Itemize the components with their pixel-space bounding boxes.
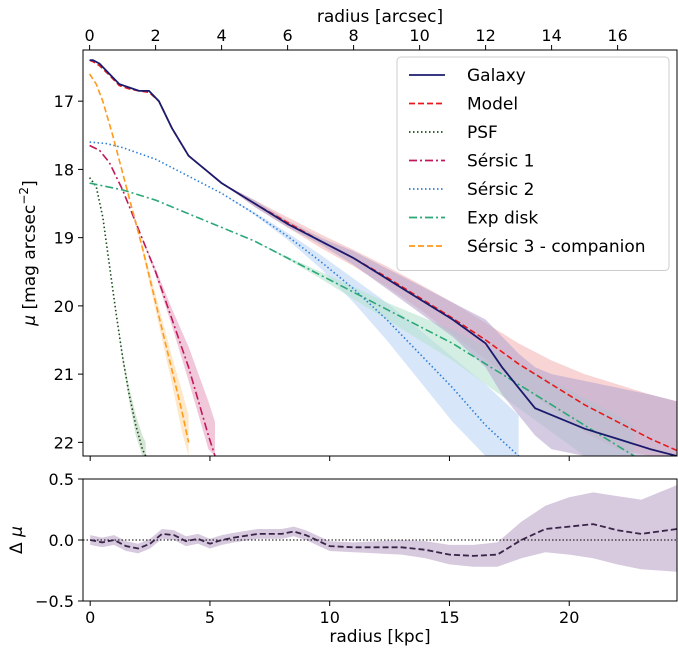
legend-label-s-rsic-1: Sérsic 1	[467, 152, 534, 172]
legend-label-psf: PSF	[467, 123, 498, 143]
bottom-x-axis-label: radius [kpc]	[329, 627, 430, 647]
legend-label-s-rsic-2: Sérsic 2	[467, 180, 534, 200]
profile-panel: 0 2 4 6 8 10 12 14 16 17 18 19 20 21 22 radius [arcse…	[17, 7, 678, 461]
bottom-x-axis: 0 5 10 15 20	[85, 601, 579, 627]
series-line-galaxy	[89, 59, 677, 456]
series-line-s-rsic-2	[89, 141, 520, 456]
series-line-exp-disk	[89, 182, 635, 456]
residual-band	[90, 485, 677, 572]
profile-lines	[88, 59, 677, 456]
legend-box	[396, 56, 670, 271]
y-tick-label: 20	[54, 297, 74, 316]
series-line-s-rsic-3-companion	[88, 73, 190, 443]
bottom-x-tick-label: 0	[85, 608, 95, 627]
residual-uncertainty-band	[90, 485, 677, 572]
band-s-rsic-1	[89, 145, 215, 456]
top-x-tick-label: 2	[151, 26, 161, 45]
legend-label-s-rsic-3-companion: Sérsic 3 - companion	[467, 237, 646, 257]
series-line-s-rsic-1	[89, 144, 216, 456]
uncertainty-bands	[89, 60, 677, 456]
y-tick-label: 21	[54, 365, 74, 384]
y-tick-label: 18	[54, 160, 74, 179]
y-tick-label: 17	[54, 92, 74, 111]
residual-y-axis-label: Δ μ	[7, 526, 27, 554]
residual-curve	[90, 523, 677, 557]
top-x-tick-label: 6	[283, 26, 293, 45]
top-x-axis: 0 2 4 6 8 10 12 14 16	[85, 26, 628, 50]
series-line-psf	[88, 177, 147, 456]
bottom-tick-marks	[89, 456, 570, 461]
band-galaxy	[89, 60, 677, 456]
bottom-x-tick-label: 20	[559, 608, 579, 627]
legend-label-exp-disk: Exp disk	[467, 209, 538, 229]
top-x-axis-label: radius [arcsec]	[317, 7, 443, 27]
left-y-axis: 17 18 19 20 21 22	[54, 92, 83, 452]
top-x-tick-label: 12	[475, 26, 495, 45]
top-x-tick-label: 0	[85, 26, 95, 45]
top-x-tick-label: 4	[217, 26, 227, 45]
band-model	[89, 60, 677, 456]
band-psf	[89, 177, 146, 456]
bottom-x-tick-label: 10	[320, 608, 340, 627]
top-x-tick-label: 14	[541, 26, 561, 45]
legend-label-model: Model	[467, 95, 518, 115]
profile-plot-frame	[82, 49, 678, 457]
legend: Galaxy Model PSF Sérsic 1 Sérsic 2 Exp disk Sé…	[396, 56, 670, 271]
residual-panel: 0.5 0.0 −0.5 0 5 10 15 20 radius [kpc] Δ μ	[7, 470, 678, 647]
residual-y-tick-label: 0.0	[49, 531, 74, 550]
top-x-tick-label: 16	[607, 26, 627, 45]
residual-y-tick-label: 0.5	[49, 470, 74, 489]
profile-y-axis-label: μ [mag arcsec−2]	[17, 180, 40, 326]
top-x-tick-label: 10	[409, 26, 429, 45]
residual-y-axis: 0.5 0.0 −0.5	[35, 470, 83, 611]
y-tick-label: 22	[54, 433, 74, 452]
residual-y-tick-label: −0.5	[35, 592, 74, 611]
top-x-tick-label: 8	[349, 26, 359, 45]
residual-line	[90, 523, 677, 557]
bottom-x-tick-label: 15	[439, 608, 459, 627]
bottom-x-tick-label: 5	[205, 608, 215, 627]
legend-label-galaxy: Galaxy	[467, 66, 526, 86]
y-tick-label: 19	[54, 229, 74, 248]
band-s-rsic-2	[89, 142, 519, 456]
